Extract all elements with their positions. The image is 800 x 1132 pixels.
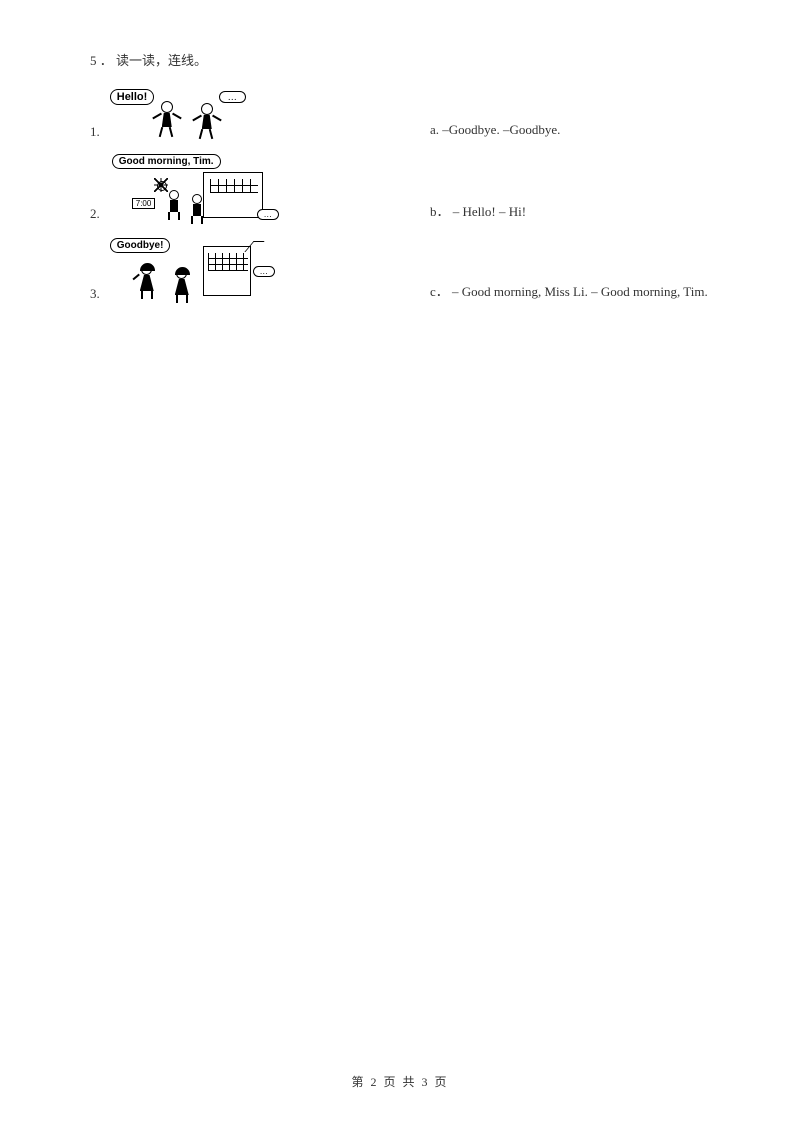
person-figure-icon xyxy=(172,268,192,302)
speech-bubble: Good morning, Tim. xyxy=(112,154,221,169)
illustration-hello: Hello! … xyxy=(106,87,266,142)
speech-bubble-dots: … xyxy=(257,209,279,220)
person-figure-icon xyxy=(188,194,206,222)
question-title: 5 ． 读一读，连线。 xyxy=(90,50,760,69)
answer-content: – Hello! – Hi! xyxy=(453,204,526,219)
speech-bubble: Goodbye! xyxy=(110,238,171,253)
match-row-1: 1. Hello! … a. –Goodbye xyxy=(90,87,760,142)
page-content: 5 ． 读一读，连线。 1. Hello! … xyxy=(0,0,800,304)
item-number: 1. xyxy=(90,124,100,142)
answer-option-a: a. –Goodbye. –Goodbye. xyxy=(430,122,560,140)
clock-label: 7:00 xyxy=(132,198,156,209)
answer-option-b: b． – Hello! – Hi! xyxy=(430,201,526,222)
answer-letter: b． xyxy=(430,204,450,219)
answer-letter: a. xyxy=(430,122,439,137)
answer-option-c: c． – Good morning, Miss Li. – Good morni… xyxy=(430,281,708,302)
building-icon xyxy=(203,246,251,296)
building-icon xyxy=(203,172,263,218)
item-number: 2. xyxy=(90,206,100,224)
speech-bubble-dots: … xyxy=(253,266,275,277)
child-figure-icon xyxy=(192,103,222,141)
child-figure-icon xyxy=(152,101,182,139)
answer-letter: c． xyxy=(430,284,449,299)
item-row: 1. Hello! … a. –Goodbye xyxy=(90,87,760,142)
person-figure-icon xyxy=(164,190,184,222)
page-footer: 第 2 页 共 3 页 xyxy=(0,1073,800,1090)
person-figure-icon xyxy=(136,264,158,302)
item-number: 3. xyxy=(90,286,100,304)
question-number: 5 ． xyxy=(90,53,113,68)
illustration-goodbye: Goodbye! … xyxy=(106,236,281,304)
answer-content: – Good morning, Miss Li. – Good morning,… xyxy=(452,284,708,299)
illustration-morning: Good morning, Tim. 7:00 … xyxy=(106,154,281,224)
match-row-3: 3. Goodbye! … c． – Good m xyxy=(90,236,760,304)
speech-bubble-dots: … xyxy=(219,91,246,103)
question-text: 读一读，连线。 xyxy=(116,53,207,68)
speech-bubble: Hello! xyxy=(110,89,155,105)
item-row: 3. Goodbye! … c． – Good m xyxy=(90,236,760,304)
answer-content: –Goodbye. –Goodbye. xyxy=(442,122,560,137)
item-row: 2. Good morning, Tim. 7:00 … b． – Hello!… xyxy=(90,154,760,224)
match-row-2: 2. Good morning, Tim. 7:00 … b． – Hello!… xyxy=(90,154,760,224)
